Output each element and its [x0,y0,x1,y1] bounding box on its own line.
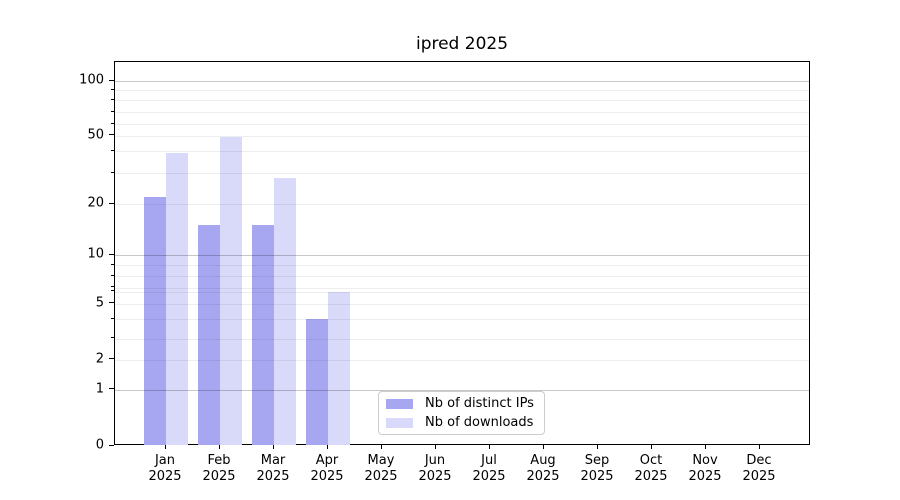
gridline-minor [115,124,809,125]
y-tick-label: 5 [95,295,104,310]
bar-downloads [328,291,350,445]
x-tick-mark [488,445,490,449]
y-tick-mark [109,253,114,255]
legend-item-downloads: Nb of downloads [386,415,544,431]
x-tick-label: Dec 2025 [742,453,776,484]
y-tick-mark [109,444,114,446]
x-tick-mark [650,445,652,449]
x-tick-label: Aug 2025 [526,453,560,484]
x-tick-label: Jun 2025 [418,453,452,484]
x-tick-mark [218,445,220,449]
x-tick-label: May 2025 [364,453,398,484]
chart-title: ipred 2025 [415,34,509,54]
y-tick-label: 10 [87,246,104,262]
x-tick-mark [542,445,544,449]
y-minor-tick-mark [111,202,114,204]
legend-swatch-downloads [386,417,413,428]
gridline-minor [115,112,809,113]
y-tick-label: 100 [79,72,104,88]
x-tick-mark [596,445,598,449]
y-tick-label: 50 [87,127,104,142]
bar-distinct-ips [306,319,328,445]
x-tick-label: Jan 2025 [148,453,182,484]
legend: Nb of distinct IPs Nb of downloads [378,391,545,435]
x-tick-label: Feb 2025 [202,453,236,484]
gridline-minor [115,90,809,91]
y-minor-tick-mark [111,317,114,319]
y-minor-tick-mark [111,110,114,112]
legend-label-distinct-ips: Nb of distinct IPs [425,396,534,411]
bar-downloads [220,136,242,445]
y-tick-label: 2 [95,351,104,366]
y-minor-tick-mark [111,286,114,288]
x-tick-label: Oct 2025 [634,453,668,484]
bar-downloads [166,152,188,445]
y-minor-tick-mark [111,149,114,151]
y-minor-tick-mark [111,134,114,136]
x-tick-mark [164,445,166,449]
bar-distinct-ips [198,225,220,445]
plot-area [114,61,810,445]
y-minor-tick-mark [111,290,114,292]
x-tick-label: Jul 2025 [472,453,506,484]
y-minor-tick-mark [111,171,114,173]
y-tick-mark [109,79,114,81]
x-tick-label: Mar 2025 [256,453,290,484]
y-minor-tick-mark [111,122,114,124]
y-minor-tick-mark [111,274,114,276]
y-tick-label: 0 [95,437,104,453]
x-tick-mark [272,445,274,449]
y-minor-tick-mark [111,358,114,360]
legend-label-downloads: Nb of downloads [425,415,534,430]
x-tick-mark [326,445,328,449]
y-tick-mark [109,388,114,390]
bar-downloads [274,178,296,445]
x-tick-label: Sep 2025 [580,453,614,484]
gridline-major [115,81,809,82]
x-tick-label: Nov 2025 [688,453,722,484]
x-tick-mark [380,445,382,449]
gridline-minor [115,100,809,101]
y-tick-label: 1 [95,381,104,396]
y-minor-tick-mark [111,263,114,265]
legend-swatch-distinct-ips [386,398,413,409]
y-minor-tick-mark [111,337,114,339]
y-minor-tick-mark [111,88,114,90]
x-tick-mark [704,445,706,449]
bar-distinct-ips [252,225,274,445]
bar-distinct-ips [144,196,166,445]
x-tick-label: Apr 2025 [310,453,344,484]
y-tick-label: 20 [87,195,104,211]
legend-item-distinct-ips: Nb of distinct IPs [386,396,544,412]
x-tick-mark [758,445,760,449]
x-tick-mark [434,445,436,449]
y-minor-tick-mark [111,98,114,100]
y-minor-tick-mark [111,302,114,304]
